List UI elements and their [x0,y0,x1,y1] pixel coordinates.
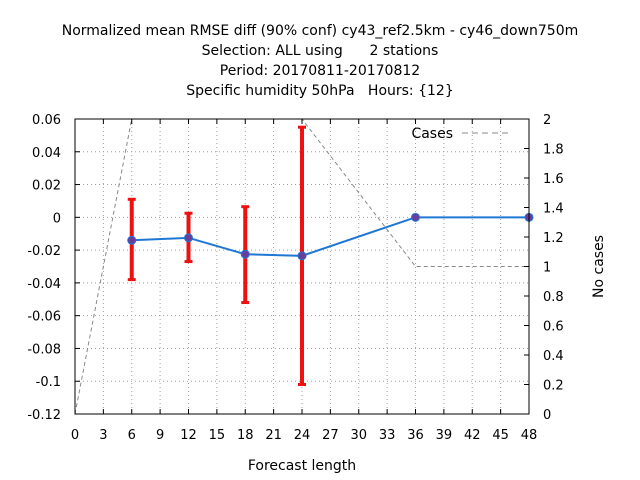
y2-tick-label: 0.6 [543,320,564,335]
y-tick-label: -0.02 [27,244,61,259]
x-axis-label: Forecast length [248,458,356,474]
y2-tick-label: 1 [543,261,551,276]
y2-tick-label: 1.8 [543,143,564,158]
x-tick-label: 9 [156,428,164,443]
x-tick-label: 24 [294,428,311,443]
y2-tick-labels: 2 1.8 1.6 1.4 1.2 1 0.8 0.6 0.4 0.2 0 [543,113,564,423]
x-tick-label: 18 [237,428,254,443]
title-line: Normalized mean RMSE diff (90% conf) cy4… [62,23,579,39]
x-tick-label: 42 [464,428,481,443]
x-tick-label: 48 [521,428,538,443]
x-tick-label: 33 [379,428,396,443]
x-tick-label: 39 [436,428,453,443]
x-tick-label: 0 [71,428,79,443]
y-tick-label: -0.06 [27,310,61,325]
data-point [184,233,193,243]
y2-tick-label: 1.4 [543,202,564,217]
y-tick-label: 0.04 [32,146,61,161]
y-tick-labels: 0.06 0.04 0.02 0 -0.02 -0.04 -0.06 -0.08 -0.1 -0.… [27,113,61,423]
x-tick-label: 6 [128,428,136,443]
y2-tick-label: 0 [543,408,551,423]
y-tick-label: 0.06 [32,113,61,128]
x-tick-label: 36 [407,428,424,443]
x-tick-label: 15 [209,428,226,443]
main-series [127,212,534,261]
y-tick-label: 0.02 [32,179,61,194]
title-line: Selection: ALL using 2 stations [202,43,439,59]
y2-axis-label: No cases [591,235,607,298]
y2-tick-label: 0.8 [543,290,564,305]
y-tick-label: -0.08 [27,342,61,357]
x-tick-label: 45 [492,428,509,443]
data-point [127,235,137,245]
y-tick-label: -0.04 [27,277,61,292]
y2-tick-label: 0.2 [543,379,564,394]
legend-label-cases: Cases [411,126,453,142]
x-tick-label: 30 [350,428,367,443]
x-tick-label: 12 [180,428,197,443]
chart-title: Normalized mean RMSE diff (90% conf) cy4… [62,23,579,99]
x-tick-labels: 0 3 6 9 12 15 18 21 24 27 30 33 36 39 42 45 48 [71,428,537,443]
data-point [411,212,420,222]
y-tick-label: 0 [53,211,61,226]
y2-tick-label: 2 [543,113,551,128]
legend: Cases [411,126,512,142]
data-point [297,251,307,261]
x-tick-label: 3 [99,428,107,443]
title-line: Period: 20170811-20170812 [220,63,420,79]
main-line [131,216,529,257]
y-tick-label: -0.1 [36,375,61,390]
axis-ticks [74,118,530,415]
y2-tick-label: 1.2 [543,231,564,246]
data-point [240,249,250,259]
title-line: Specific humidity 50hPa Hours: {12} [186,83,453,99]
y-tick-label: -0.12 [27,408,61,423]
x-tick-label: 27 [322,428,339,443]
x-tick-label: 21 [265,428,282,443]
y2-tick-label: 1.6 [543,172,564,187]
y2-tick-label: 0.4 [543,349,564,364]
